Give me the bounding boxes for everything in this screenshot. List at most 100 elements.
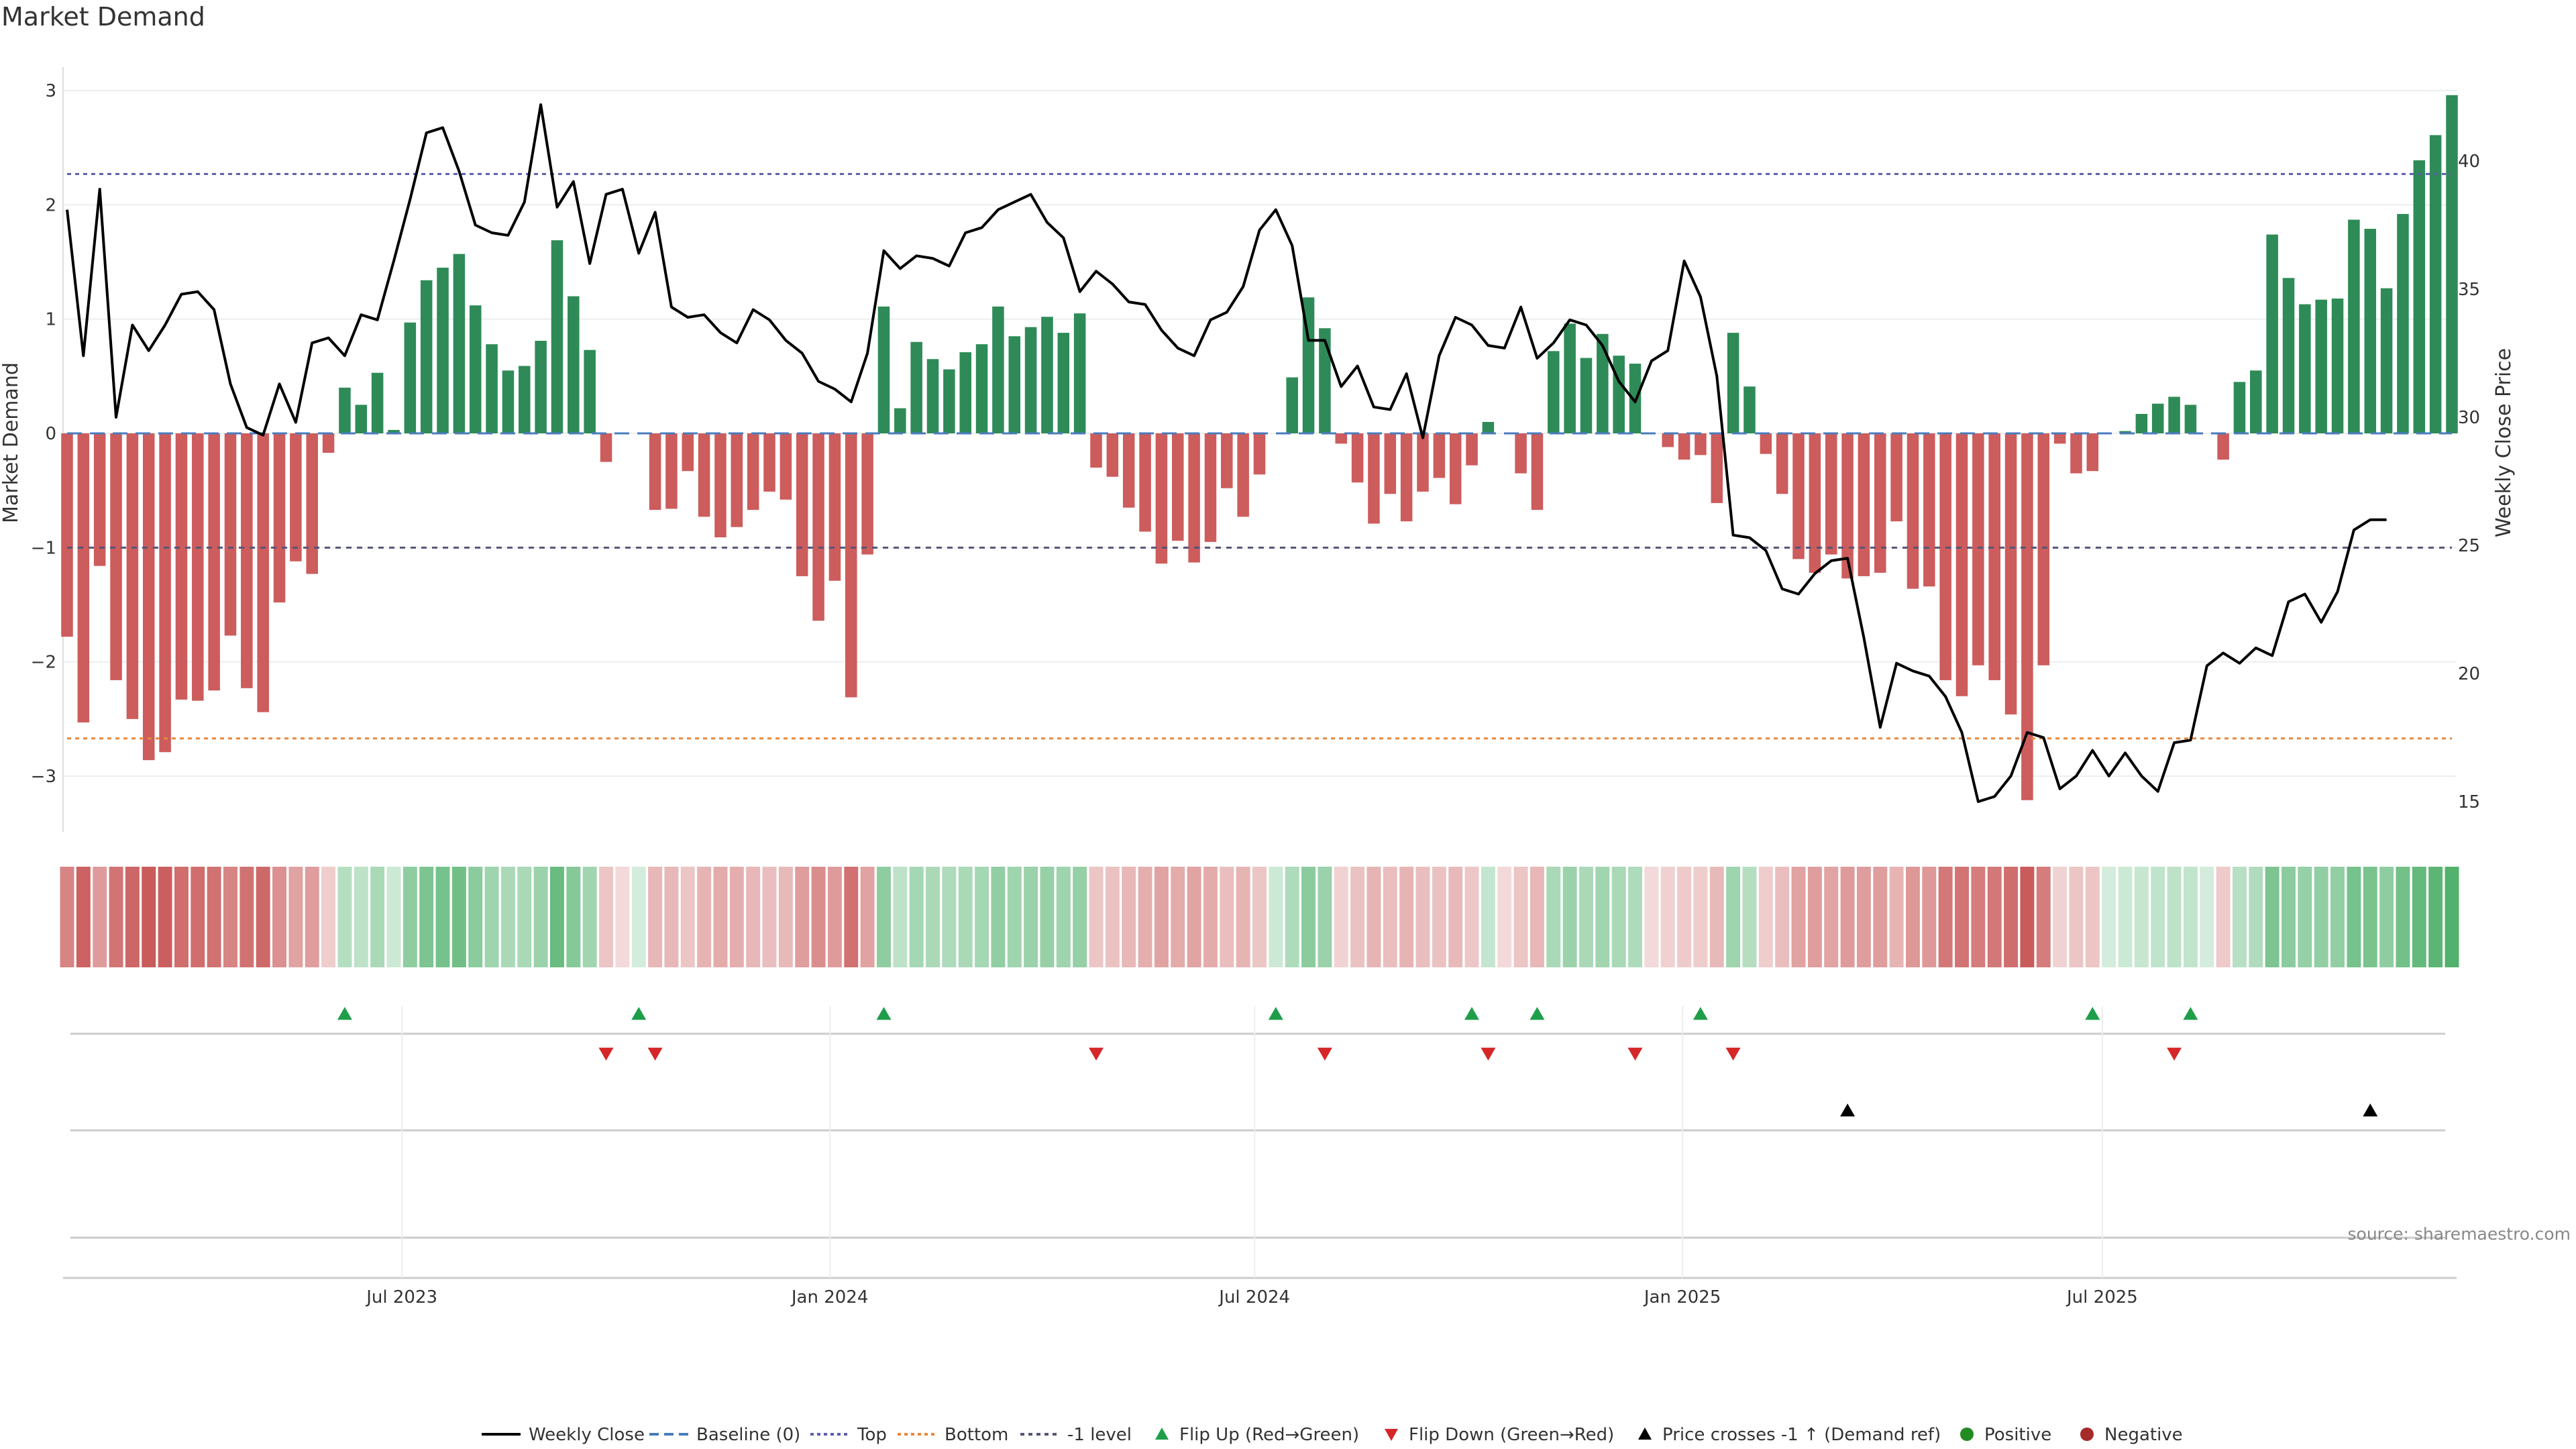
band-cell: [1709, 867, 1724, 967]
band-cell: [729, 867, 744, 967]
flip-up-marker: [1268, 1007, 1283, 1020]
demand-bar: [2119, 431, 2131, 433]
band-cell: [517, 867, 532, 967]
y-axis-left-label: Market Demand: [0, 362, 23, 523]
demand-bar: [1597, 333, 1609, 433]
band-cell: [93, 867, 107, 967]
demand-bar: [845, 433, 857, 698]
band-cell: [1220, 867, 1234, 967]
demand-bar: [1351, 433, 1364, 483]
band-cell: [305, 867, 319, 967]
band-cell: [1171, 867, 1185, 967]
y-tick-left-label: 1: [45, 310, 56, 330]
demand-bar: [519, 366, 531, 433]
demand-bar: [1417, 433, 1429, 492]
demand-bar: [780, 433, 792, 500]
demand-bar: [2151, 403, 2164, 433]
flip-down-marker: [1481, 1047, 1496, 1061]
band-cell: [174, 867, 189, 967]
band-cell: [158, 867, 172, 967]
band-cell: [484, 867, 499, 967]
band-cell: [2314, 867, 2328, 967]
demand-bar: [828, 433, 841, 581]
demand-bar: [926, 359, 939, 433]
band-cell: [1807, 867, 1822, 967]
x-axis-ticks: Jul 2023 Jan 2024 Jul 2024 Jan 2025 Jul 2025: [365, 1006, 2138, 1307]
band-cell: [582, 867, 597, 967]
flip-down-marker: [1317, 1047, 1332, 1061]
demand-bar: [257, 433, 269, 712]
band-cell: [370, 867, 385, 967]
demand-bar: [1972, 433, 1984, 665]
demand-bar: [437, 268, 449, 433]
y-tick-left-label: −2: [31, 653, 56, 673]
flip-up-marker: [2085, 1007, 2100, 1020]
band-cell: [550, 867, 564, 967]
flip-down-marker: [1725, 1047, 1741, 1061]
demand-bar: [1792, 433, 1805, 559]
band-cell: [2167, 867, 2182, 967]
band-cell: [1856, 867, 1871, 967]
demand-bar: [1400, 433, 1413, 522]
band-cell: [1056, 867, 1071, 967]
source-label: source: sharemaestro.com: [2348, 1224, 2571, 1244]
demand-bars: [61, 95, 2458, 800]
band-cell: [909, 867, 924, 967]
demand-bar: [1923, 433, 1935, 587]
y-tick-right-label: 35: [2458, 280, 2480, 300]
band-cell: [1546, 867, 1561, 967]
demand-bar: [535, 341, 547, 433]
weekly-close-line: [66, 103, 2387, 803]
band-cell: [762, 867, 777, 967]
signal-panels: [63, 1007, 2457, 1279]
demand-bar: [1008, 336, 1021, 433]
demand-bar: [1041, 317, 1053, 433]
band-cell: [1644, 867, 1659, 967]
band-cell: [2396, 867, 2410, 967]
band-cell: [926, 867, 940, 967]
band-cell: [2036, 867, 2051, 967]
band-cell: [256, 867, 270, 967]
demand-bar: [714, 433, 727, 537]
flip-down-marker: [2167, 1047, 2182, 1061]
x-tick-label: Jul 2023: [365, 1287, 437, 1307]
demand-bar: [1760, 433, 1772, 454]
flip-down-marker: [647, 1047, 663, 1061]
band-cell: [1154, 867, 1169, 967]
demand-bar: [192, 433, 204, 701]
band-cell: [2216, 867, 2231, 967]
demand-bar: [469, 305, 482, 433]
demand-bar: [1221, 433, 1233, 488]
band-cell: [1073, 867, 1087, 967]
y-tick-right-label: 15: [2458, 792, 2480, 812]
band-cell: [1791, 867, 1806, 967]
demand-bar: [1237, 433, 1249, 517]
demand-bar: [1727, 333, 1739, 433]
band-cell: [76, 867, 91, 967]
demand-bar: [339, 387, 351, 433]
band-cell: [1007, 867, 1022, 967]
demand-bar: [1695, 433, 1707, 455]
band-cell: [1399, 867, 1414, 967]
band-cell: [1726, 867, 1741, 967]
demand-bar: [2331, 299, 2344, 433]
demand-bar: [1286, 377, 1298, 433]
demand-bar: [2397, 213, 2409, 433]
band-cell: [142, 867, 156, 967]
band-cell: [2363, 867, 2377, 967]
demand-bar: [1988, 433, 2000, 680]
demand-bar: [1024, 327, 1037, 433]
band-cell: [795, 867, 810, 967]
band-cell: [958, 867, 973, 967]
demand-bar: [2004, 433, 2017, 715]
flip-up-marker: [631, 1007, 647, 1020]
band-cell: [2183, 867, 2198, 967]
band-cell: [2200, 867, 2214, 967]
band-cell: [435, 867, 450, 967]
demand-bar: [273, 433, 286, 603]
flip-up-marker: [2183, 1007, 2198, 1020]
legend-label: Top: [857, 1425, 887, 1445]
demand-bar: [2135, 414, 2148, 433]
demand-bar: [1874, 433, 1886, 573]
band-cell: [2298, 867, 2312, 967]
